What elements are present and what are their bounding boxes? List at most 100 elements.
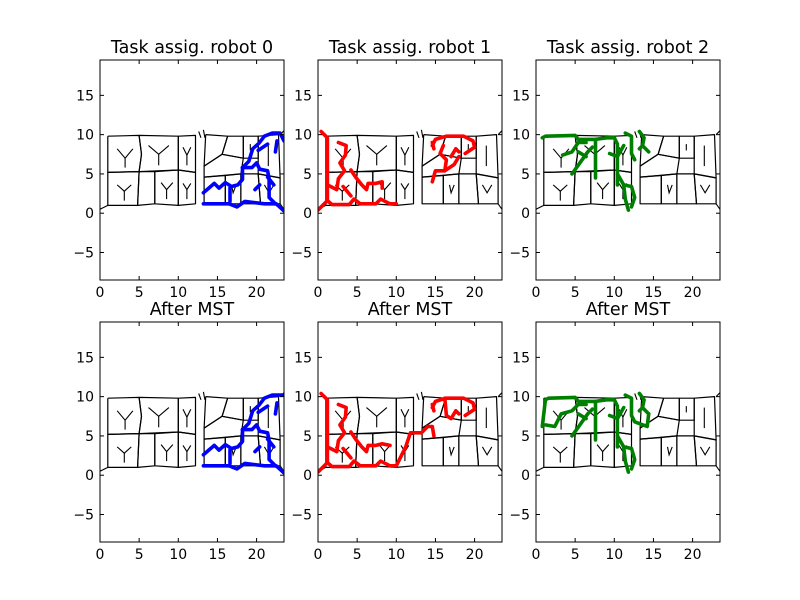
x-tick-label: 5 (353, 285, 362, 301)
robot-1-path (449, 147, 461, 159)
robot-1-path (319, 129, 399, 207)
y-tick-label: 0 (303, 206, 312, 222)
y-tick-label: −5 (509, 246, 530, 262)
robot-2-path (623, 131, 637, 162)
subplot-title: After MST (368, 300, 453, 320)
subplot-5: 0 5 10 15 20 −5 0 5 10 15 After MST (509, 300, 721, 563)
robot-2-path (640, 405, 651, 416)
robot-2-path (560, 140, 588, 157)
y-tick-label: 5 (521, 167, 530, 183)
map-cell-outline (639, 415, 680, 440)
map-cell-outline (395, 169, 415, 206)
axes-frame (535, 59, 721, 281)
robot-1-path (349, 430, 392, 454)
robot-2-path (570, 407, 595, 438)
map-spoke (448, 446, 455, 457)
y-tick-label: −5 (73, 246, 94, 262)
map-spoke (666, 184, 673, 195)
subplot-0: 0 5 10 15 20 −5 0 5 10 15 Task assig. robot 0 (73, 38, 285, 301)
map-spoke (198, 131, 202, 138)
map-spoke (699, 446, 711, 456)
map-cell-outline (177, 431, 197, 468)
robot-2-path (615, 434, 631, 474)
y-tick-label: 0 (521, 468, 530, 484)
robot-2-path (570, 145, 595, 176)
robot-2-path (637, 391, 646, 413)
robot-0-path (201, 165, 245, 195)
y-tick-label: 10 (512, 128, 530, 144)
y-tick-label: 5 (303, 167, 312, 183)
y-tick-label: 15 (512, 350, 530, 366)
map-spoke (100, 466, 109, 472)
map-spoke (699, 184, 711, 194)
x-tick-label: 0 (96, 285, 105, 301)
subplot-1: 0 5 10 15 20 −5 0 5 10 15 Task assig. robot 1 (291, 38, 503, 301)
x-tick-label: 15 (209, 547, 227, 563)
y-tick-label: 10 (512, 390, 530, 406)
robot-2-path (540, 395, 598, 442)
robot-1-path (318, 460, 330, 474)
plot-area (536, 129, 720, 212)
map-cell-outline (639, 153, 680, 178)
y-tick-label: 15 (76, 88, 94, 104)
plot-area (100, 391, 284, 475)
map-spoke (100, 204, 109, 210)
robot-2-path (607, 143, 626, 159)
plot-area (318, 129, 502, 212)
map-spoke (634, 131, 638, 138)
robot-1-path (430, 143, 449, 184)
robot-1-path (319, 391, 436, 469)
plot-area (536, 391, 720, 474)
y-tick-label: 0 (85, 206, 94, 222)
map-spoke (420, 391, 424, 400)
robot-0-path (273, 401, 279, 416)
robot-1-path (325, 140, 349, 192)
subplot-4: 0 5 10 15 20 −5 0 5 10 15 After MST (291, 300, 503, 563)
y-tick-label: 15 (512, 88, 530, 104)
x-tick-label: 15 (209, 285, 227, 301)
axes-frame (535, 321, 721, 543)
x-tick-label: 20 (466, 285, 484, 301)
robot-1-path (349, 168, 385, 192)
x-tick-label: 5 (135, 285, 144, 301)
map-spoke (715, 203, 720, 210)
x-tick-label: 5 (135, 547, 144, 563)
map-spoke (715, 392, 720, 397)
y-tick-label: −5 (73, 508, 94, 524)
map-cell-outline (421, 153, 462, 178)
y-tick-label: 5 (521, 429, 530, 445)
y-tick-label: 0 (521, 206, 530, 222)
robot-0-path (240, 423, 278, 468)
x-tick-label: 20 (684, 547, 702, 563)
robot-2-path (621, 445, 637, 471)
robot-2-path (543, 402, 588, 429)
axes-frame (99, 59, 285, 281)
subplot-title: Task assig. robot 1 (328, 38, 491, 58)
map-spoke (715, 130, 720, 135)
axes-frame (317, 321, 503, 543)
robot-1-path (341, 184, 353, 198)
x-tick-label: 10 (387, 547, 405, 563)
y-tick-label: 10 (294, 390, 312, 406)
map-spoke (416, 131, 420, 138)
robot-2-path (640, 143, 651, 154)
robot-0-path (253, 445, 262, 454)
map-spoke (481, 446, 493, 456)
robot-1-path (430, 140, 436, 151)
map-cell-outline (421, 415, 462, 440)
map-spoke (634, 393, 638, 400)
robot-2-path (621, 183, 637, 209)
y-tick-label: −5 (291, 246, 312, 262)
map-spoke (202, 129, 206, 138)
x-tick-label: 0 (96, 547, 105, 563)
map-spoke (666, 446, 673, 457)
y-tick-label: 15 (294, 88, 312, 104)
robot-0-path (240, 393, 284, 432)
robot-2-path (623, 393, 651, 429)
map-spoke (536, 204, 545, 210)
x-tick-label: 10 (605, 285, 623, 301)
x-tick-label: 10 (169, 547, 187, 563)
y-tick-label: 5 (303, 429, 312, 445)
robot-0-path (256, 404, 270, 415)
y-tick-label: 15 (76, 350, 94, 366)
